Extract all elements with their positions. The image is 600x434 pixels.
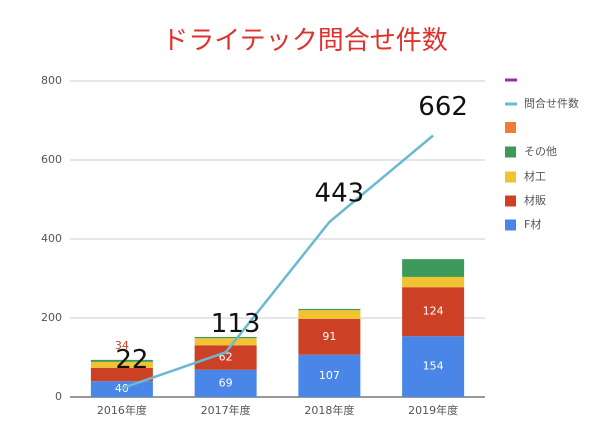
bar-segment: [194, 338, 257, 346]
legend-swatch: [505, 171, 516, 183]
line-data-label: 662: [418, 92, 468, 122]
legend-swatch: [505, 122, 516, 133]
data-label: 124: [423, 305, 444, 318]
line: [121, 134, 434, 390]
line-data-label: 22: [115, 345, 148, 375]
chart-title: ドライテック問合せ件数: [162, 26, 447, 56]
bar-segment: [402, 336, 465, 397]
bar-segment: [194, 369, 257, 397]
legend-label: F材: [524, 217, 541, 231]
y-tick-label: 800: [41, 74, 62, 87]
bar-segment: [194, 336, 257, 339]
y-tick-label: 0: [55, 390, 62, 403]
data-label: 91: [322, 330, 336, 343]
bar-segment: [402, 276, 465, 288]
legend-swatch: [505, 195, 516, 207]
bar-segment: [402, 259, 465, 277]
bar-segment: [90, 367, 153, 382]
bar-segment: [402, 287, 465, 337]
legend-label: 材工: [524, 169, 546, 183]
legend-label: 問合せ件数: [524, 96, 579, 110]
line-data-label: 113: [211, 309, 261, 339]
data-label: 154: [423, 360, 444, 373]
line-data-label: 443: [315, 179, 365, 209]
legend-swatch: [505, 219, 516, 231]
y-tick-label: 600: [41, 153, 62, 166]
legend-swatch: [505, 146, 516, 158]
bar-segment: [90, 381, 153, 397]
y-tick-label: 200: [41, 311, 62, 324]
data-label: 40: [115, 382, 129, 395]
x-tick-label: 2016年度: [97, 403, 147, 417]
x-tick-label: 2019年度: [408, 403, 458, 417]
y-tick-label: 400: [41, 232, 62, 245]
legend-label: その他: [524, 145, 557, 158]
bar-segment: [194, 345, 257, 370]
bar-segment: [90, 359, 153, 362]
legend-label: 材販: [524, 193, 546, 207]
x-tick-label: 2018年度: [304, 403, 354, 417]
bar-segment: [90, 361, 153, 368]
bar-segment: [298, 354, 361, 397]
bar-segment: [298, 318, 361, 355]
bar-segment: [298, 310, 361, 319]
x-tick-label: 2017年度: [201, 403, 251, 417]
data-label: 107: [319, 369, 340, 382]
data-label: 34: [115, 339, 129, 352]
data-label: 69: [219, 376, 233, 389]
bar-segment: [298, 308, 361, 311]
